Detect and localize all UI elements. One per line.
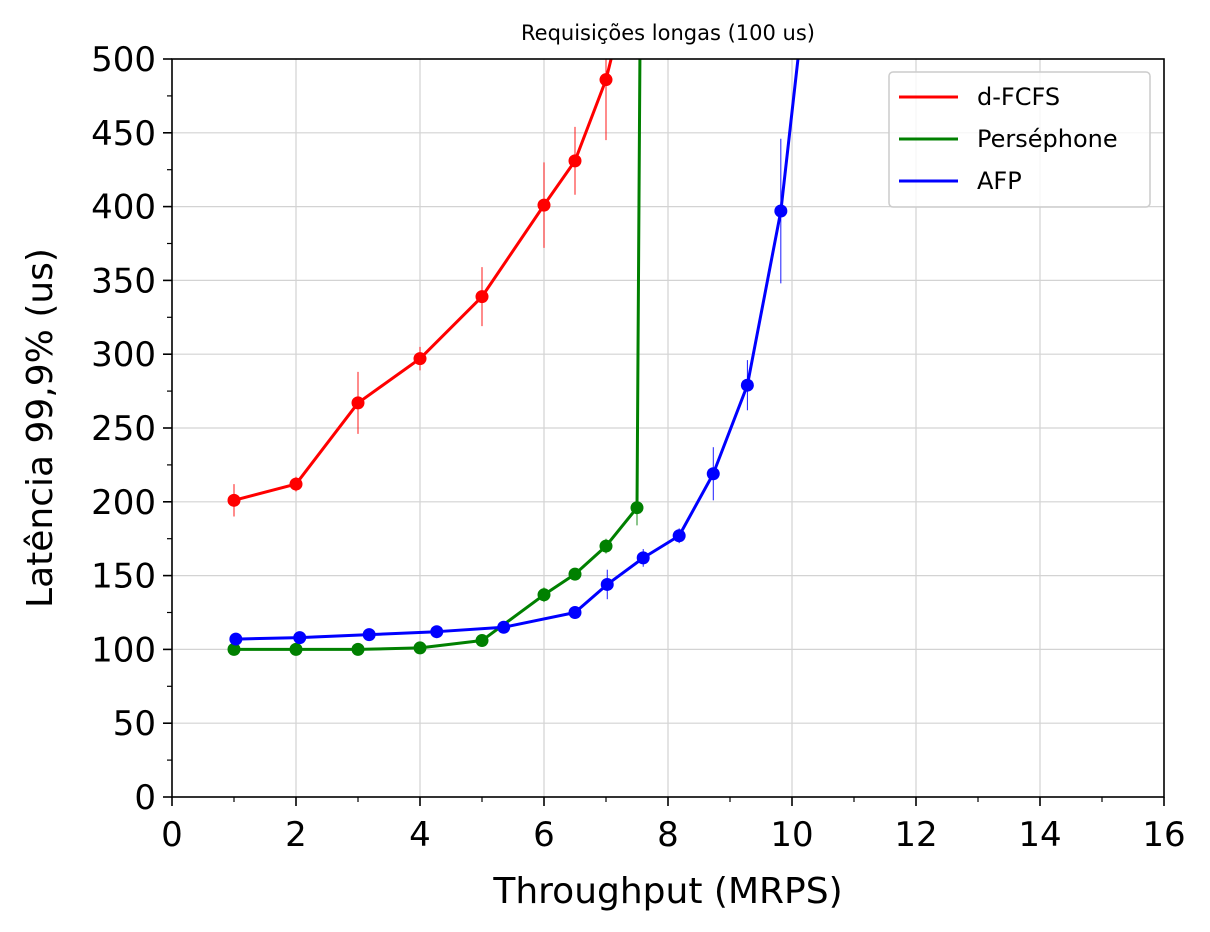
- y-tick-label: 500: [91, 40, 156, 80]
- data-layer: [227, 59, 800, 656]
- y-tick-label: 150: [91, 557, 156, 597]
- y-tick-label: 350: [91, 261, 156, 301]
- pers-phone-point: [351, 642, 365, 656]
- y-tick-label: 450: [91, 114, 156, 154]
- y-tick-label: 0: [134, 778, 156, 818]
- y-axis-label: Latência 99,9% (us): [20, 248, 61, 608]
- pers-phone-point: [599, 539, 613, 553]
- afp-point: [362, 628, 376, 642]
- pers-phone-point: [537, 588, 551, 602]
- x-tick-label: 8: [657, 815, 679, 855]
- legend-items: d-FCFS Perséphone AFP: [899, 83, 1118, 195]
- y-tick-label: 100: [91, 630, 156, 670]
- y-tick-label: 300: [91, 335, 156, 375]
- afp-point: [497, 620, 511, 634]
- d-fcfs-point: [537, 198, 551, 212]
- legend-label-pers-phone: Perséphone: [977, 125, 1118, 153]
- x-tick-label: 10: [770, 815, 813, 855]
- pers-phone-point: [413, 641, 427, 655]
- x-tick-label: 16: [1142, 815, 1185, 855]
- legend: d-FCFS Perséphone AFP: [888, 71, 1151, 208]
- x-axis-label: Throughput (MRPS): [492, 871, 842, 912]
- pers-phone-point: [568, 567, 582, 581]
- y-tick-label: 250: [91, 409, 156, 449]
- d-fcfs-point: [413, 352, 427, 366]
- pers-phone-point: [289, 642, 303, 656]
- pers-phone-point: [227, 642, 241, 656]
- afp-point: [293, 631, 307, 645]
- x-tick-label: 12: [894, 815, 937, 855]
- afp-point: [568, 606, 582, 619]
- afp-point: [706, 467, 720, 481]
- y-tick-label: 400: [91, 188, 156, 228]
- afp-point: [636, 551, 650, 565]
- legend-label-d-fcfs: d-FCFS: [977, 83, 1060, 111]
- d-fcfs-line: [233, 59, 613, 502]
- pers-phone-line: [234, 59, 642, 651]
- d-fcfs-point: [351, 396, 365, 410]
- d-fcfs-point: [289, 477, 303, 491]
- d-fcfs-point: [568, 154, 582, 168]
- afp-point: [774, 204, 788, 218]
- afp-point: [672, 529, 686, 543]
- afp-point: [229, 632, 243, 646]
- y-tick-label: 50: [113, 704, 156, 744]
- d-fcfs-point: [475, 290, 489, 304]
- d-fcfs-point: [599, 73, 613, 87]
- x-tick-label: 6: [533, 815, 555, 855]
- x-tick-label: 4: [409, 815, 431, 855]
- axis-ticks: 0 2 4 6 8 10 12 14 16 0 50 100 150 200 250 300 350 400 450…: [91, 40, 1186, 855]
- x-tick-label: 2: [285, 815, 307, 855]
- x-tick-label: 0: [161, 815, 183, 855]
- afp-point: [430, 625, 444, 639]
- pers-phone-point: [630, 501, 644, 515]
- legend-box: [888, 71, 1151, 208]
- d-fcfs-point: [227, 493, 241, 507]
- pers-phone-point: [475, 634, 489, 648]
- afp-point: [740, 378, 754, 392]
- chart-title: Requisições longas (100 us): [521, 21, 815, 45]
- afp-point: [600, 577, 614, 591]
- y-tick-label: 200: [91, 483, 156, 523]
- afp-line: [235, 59, 800, 641]
- legend-label-afp: AFP: [977, 167, 1022, 195]
- x-tick-label: 14: [1018, 815, 1061, 855]
